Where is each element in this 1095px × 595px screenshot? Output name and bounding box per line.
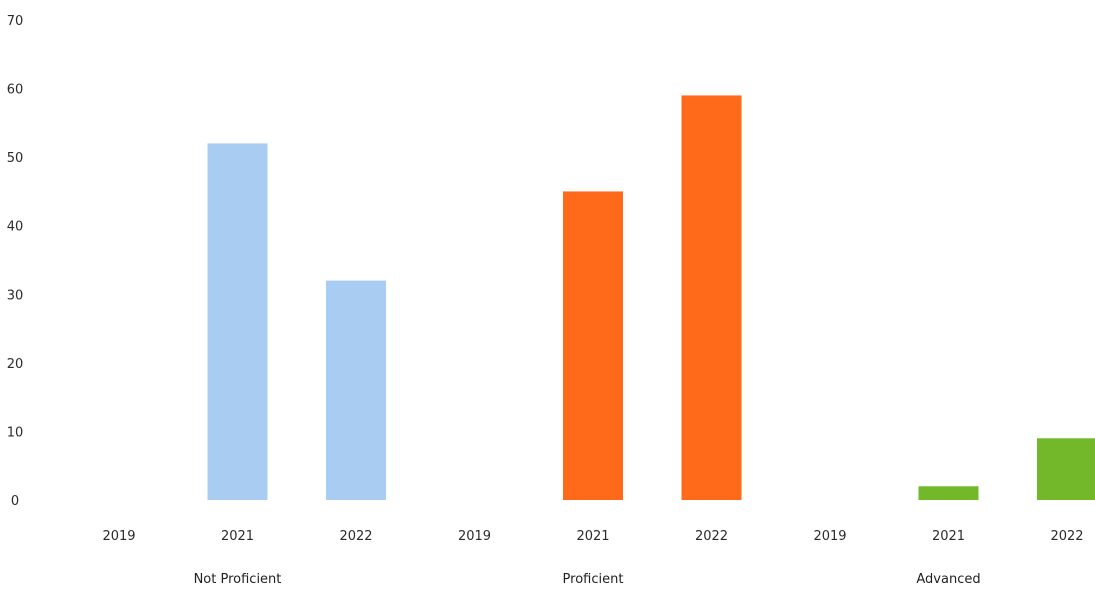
x-tick-label: 2022 xyxy=(339,529,372,544)
y-tick-label: 30 xyxy=(7,288,24,303)
x-tick-label: 2022 xyxy=(695,529,728,544)
bar-advanced-2022 xyxy=(1037,438,1095,500)
bar-advanced-2021 xyxy=(918,486,979,500)
y-tick-label: 40 xyxy=(7,220,24,235)
x-tick-label: 2019 xyxy=(813,529,846,544)
x-tick-label: 2019 xyxy=(458,529,491,544)
y-tick-label: 50 xyxy=(7,151,24,166)
bar-proficient-2022 xyxy=(681,95,742,500)
x-tick-label: 2021 xyxy=(932,529,965,544)
y-tick-label: 20 xyxy=(7,357,24,372)
x-tick-label: 2019 xyxy=(102,529,135,544)
group-label: Not Proficient xyxy=(194,572,282,587)
bar-proficient-2021 xyxy=(563,191,623,500)
x-tick-label: 2021 xyxy=(221,529,254,544)
bars-layer xyxy=(207,95,1095,500)
y-tick-label: 60 xyxy=(7,83,24,98)
bar-not-proficient-2021 xyxy=(207,143,268,500)
group-label: Advanced xyxy=(916,572,980,587)
x-axis: 2019 2021 2022 Not Proficient 2019 2021 2022 Pr… xyxy=(102,529,1083,587)
y-tick-label: 0 xyxy=(11,494,19,509)
y-tick-label: 70 xyxy=(7,14,24,29)
x-tick-label: 2021 xyxy=(576,529,609,544)
y-tick-label: 10 xyxy=(7,425,24,440)
x-tick-label: 2022 xyxy=(1050,529,1083,544)
group-label: Proficient xyxy=(563,572,624,587)
bar-not-proficient-2022 xyxy=(326,280,386,500)
y-axis: 0 10 20 30 40 50 60 70 xyxy=(7,14,24,509)
